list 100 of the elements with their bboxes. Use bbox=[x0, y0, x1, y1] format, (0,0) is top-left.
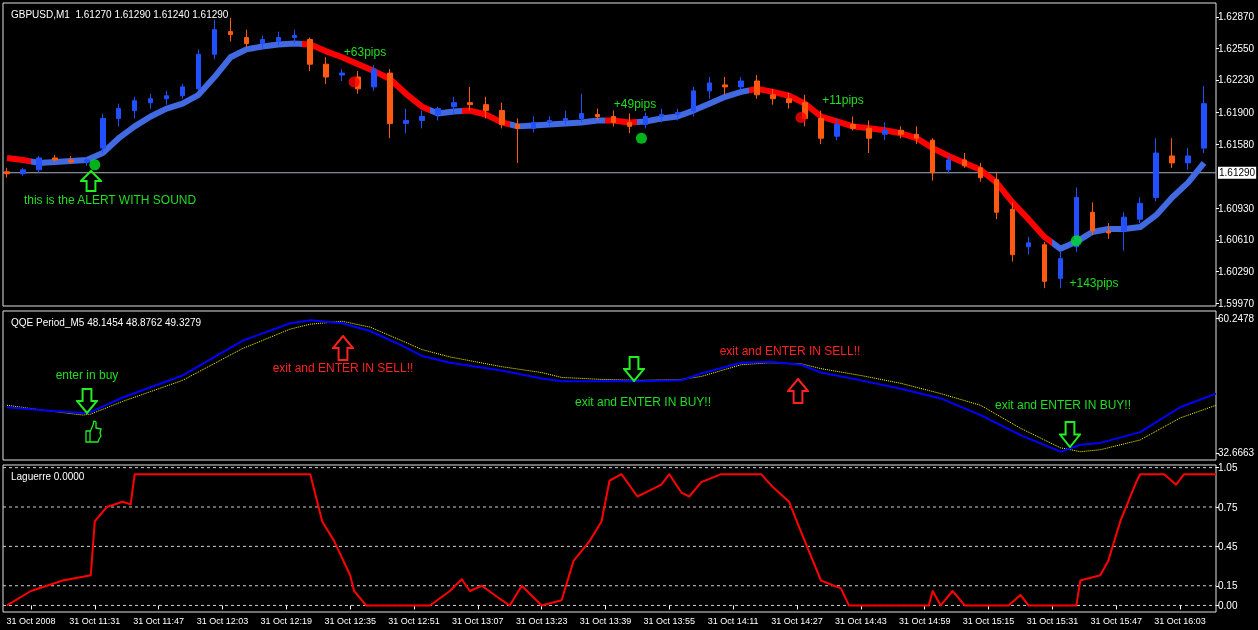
candlestick bbox=[371, 64, 377, 92]
candlestick bbox=[260, 35, 265, 50]
candlestick bbox=[930, 137, 935, 182]
candlestick bbox=[1106, 222, 1111, 240]
candlestick bbox=[707, 76, 712, 100]
candlestick bbox=[307, 37, 313, 72]
candlestick bbox=[898, 125, 904, 139]
candlestick bbox=[611, 110, 616, 127]
y-tick-label: 1.60290 bbox=[1218, 265, 1255, 277]
candlestick bbox=[4, 167, 10, 179]
x-tick-label: 31 Oct 11:47 bbox=[133, 615, 185, 626]
candlestick bbox=[20, 167, 26, 177]
y-tick-label: 32.6663 bbox=[1218, 447, 1255, 459]
candlestick bbox=[164, 90, 169, 106]
annotation: enter in buy bbox=[55, 368, 119, 382]
candlestick bbox=[483, 96, 489, 119]
candlestick bbox=[1185, 147, 1191, 171]
candlestick bbox=[467, 86, 473, 112]
candlestick bbox=[786, 92, 792, 110]
x-tick-label: 31 Oct 13:23 bbox=[515, 615, 568, 626]
candlestick bbox=[387, 68, 393, 139]
x-tick-label: 31 Oct 2008 bbox=[6, 615, 56, 626]
ref-line-label: 1.61290 bbox=[1219, 167, 1256, 179]
candlestick bbox=[563, 110, 568, 125]
candlestick bbox=[531, 116, 536, 133]
point bbox=[89, 159, 101, 171]
text: QQE Period_M5 48.1454 48.8762 49.3279 bbox=[11, 316, 202, 328]
candlestick bbox=[1169, 137, 1175, 169]
candlestick bbox=[1010, 201, 1015, 263]
candlestick bbox=[435, 106, 441, 121]
x-tick-label: 31 Oct 14:11 bbox=[707, 615, 759, 626]
candlestick bbox=[659, 108, 664, 123]
text: GBPUSD,M1 1.61270 1.61290 1.61240 1.61290 bbox=[11, 8, 229, 20]
candlestick bbox=[323, 56, 329, 85]
candlestick bbox=[515, 117, 520, 164]
x-tick-label: 31 Oct 14:27 bbox=[771, 615, 823, 626]
candlestick bbox=[675, 108, 680, 121]
x-tick-label: 31 Oct 12:03 bbox=[196, 615, 249, 626]
candlestick bbox=[100, 113, 106, 154]
y-tick-label: 1.62870 bbox=[1218, 11, 1255, 23]
candlestick bbox=[1121, 211, 1127, 252]
candlestick bbox=[595, 108, 600, 121]
candlestick bbox=[84, 157, 90, 167]
candlestick bbox=[866, 119, 872, 154]
y-tick-label: 60.2478 bbox=[1218, 312, 1255, 324]
candlestick bbox=[499, 102, 505, 129]
candlestick bbox=[292, 29, 297, 44]
candlestick bbox=[1201, 85, 1207, 154]
candlestick bbox=[547, 116, 552, 127]
x-tick-label: 31 Oct 14:59 bbox=[898, 615, 951, 626]
x-tick-label: 31 Oct 13:07 bbox=[452, 615, 504, 626]
x-tick-label: 31 Oct 12:51 bbox=[388, 615, 440, 626]
x-tick-label: 31 Oct 15:31 bbox=[1026, 615, 1079, 626]
candlestick bbox=[132, 96, 137, 119]
candlestick bbox=[1137, 196, 1143, 224]
annotation: exit and ENTER IN BUY!! bbox=[574, 395, 712, 409]
candlestick bbox=[627, 113, 632, 134]
candlestick bbox=[946, 155, 951, 175]
candlestick bbox=[1153, 137, 1159, 202]
candlestick bbox=[52, 154, 58, 163]
candlestick bbox=[68, 155, 74, 165]
candlestick bbox=[691, 86, 696, 117]
y-tick-label: 1.60610 bbox=[1218, 234, 1255, 246]
y-tick-label: 1.60930 bbox=[1218, 202, 1255, 214]
candlestick bbox=[643, 112, 648, 129]
annotation: +143pips bbox=[1069, 276, 1119, 290]
candlestick bbox=[339, 68, 345, 82]
x-tick-label: 31 Oct 12:35 bbox=[324, 615, 376, 626]
candlestick bbox=[882, 121, 888, 141]
y-tick-label: 1.05 bbox=[1218, 462, 1238, 474]
candlestick bbox=[754, 74, 760, 100]
point bbox=[635, 132, 647, 144]
y-tick-label: 1.61900 bbox=[1218, 107, 1255, 119]
candlestick bbox=[770, 88, 776, 106]
candlestick bbox=[834, 117, 840, 141]
x-tick-label: 31 Oct 15:47 bbox=[1090, 615, 1143, 626]
annotation: +11pips bbox=[822, 93, 864, 107]
y-tick-label: 1.61580 bbox=[1218, 138, 1255, 150]
x-tick-label: 31 Oct 12:19 bbox=[260, 615, 313, 626]
candlestick bbox=[978, 162, 983, 183]
line-series bbox=[5, 473, 1217, 607]
candlestick bbox=[722, 76, 728, 96]
candlestick bbox=[36, 155, 42, 174]
candlestick bbox=[196, 48, 201, 92]
candlestick bbox=[818, 110, 824, 145]
candlestick bbox=[579, 93, 584, 123]
candlestick bbox=[244, 29, 249, 48]
candlestick bbox=[1042, 241, 1047, 289]
point bbox=[795, 111, 807, 123]
x-tick-label: 31 Oct 16:03 bbox=[1154, 615, 1206, 626]
x-tick-label: 31 Oct 13:39 bbox=[579, 615, 632, 626]
candlestick bbox=[914, 125, 919, 145]
y-tick-label: 0.15 bbox=[1218, 580, 1238, 592]
candlestick bbox=[1058, 251, 1063, 289]
x-tick-label: 31 Oct 13:55 bbox=[643, 615, 696, 626]
candlestick bbox=[1026, 236, 1031, 256]
candlestick bbox=[403, 108, 409, 134]
candlestick bbox=[148, 93, 153, 110]
y-tick-label: 1.62550 bbox=[1218, 42, 1255, 54]
annotation: +63pips bbox=[343, 45, 387, 59]
